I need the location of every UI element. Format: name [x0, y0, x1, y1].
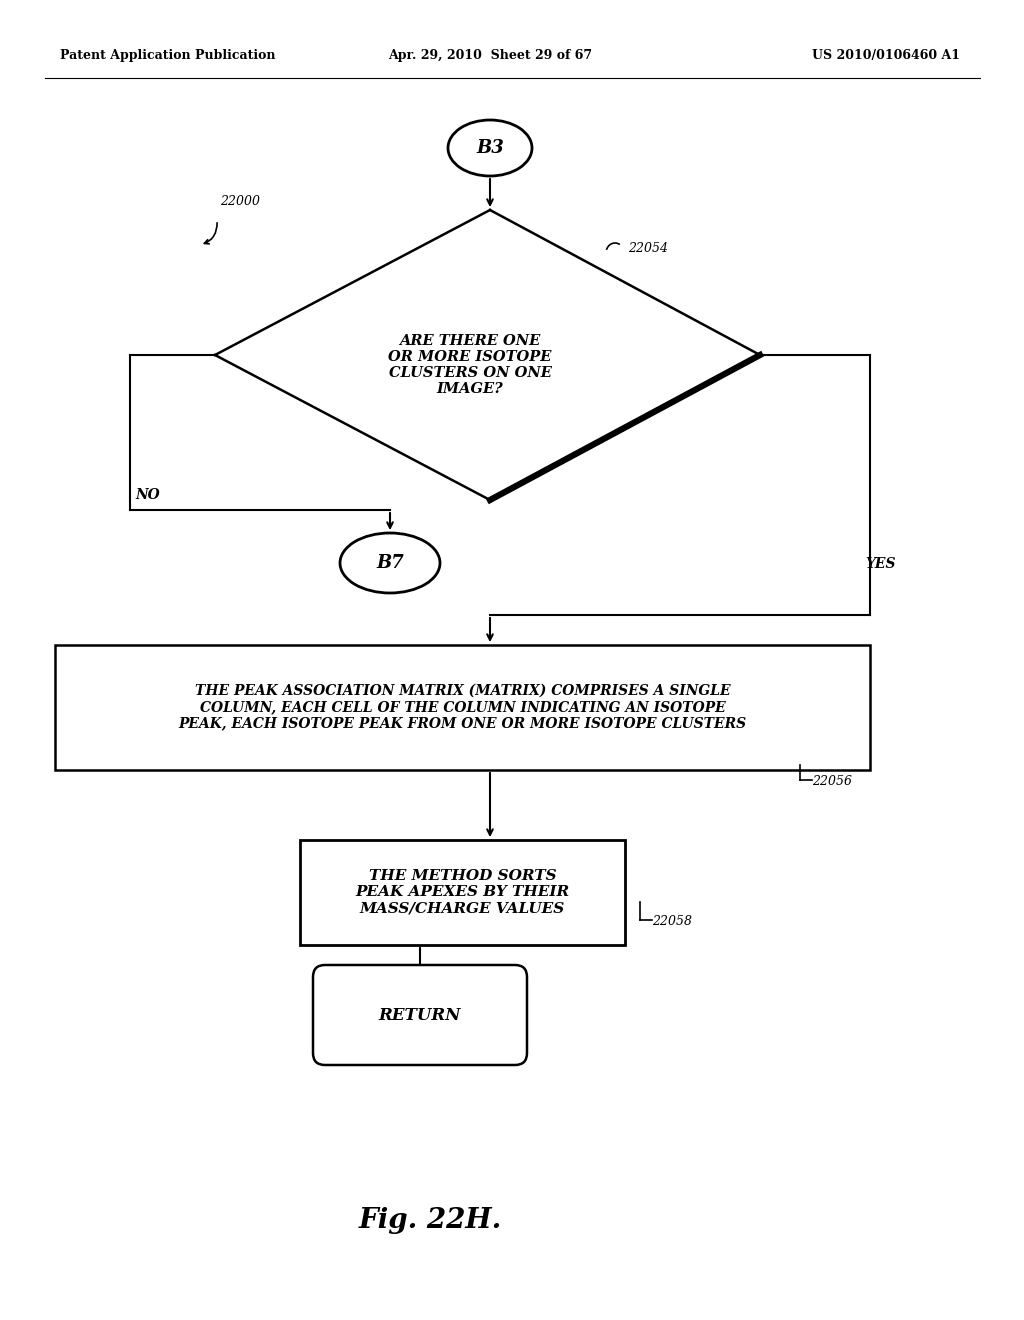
FancyBboxPatch shape	[313, 965, 527, 1065]
Text: NO: NO	[135, 488, 160, 502]
FancyBboxPatch shape	[300, 840, 625, 945]
Text: 22056: 22056	[812, 775, 852, 788]
Text: Fig. 22H.: Fig. 22H.	[358, 1206, 502, 1233]
Ellipse shape	[449, 120, 532, 176]
Text: 22054: 22054	[628, 242, 668, 255]
Text: RETURN: RETURN	[379, 1006, 461, 1023]
Text: YES: YES	[865, 557, 896, 572]
Text: THE METHOD SORTS
PEAK APEXES BY THEIR
MASS/CHARGE VALUES: THE METHOD SORTS PEAK APEXES BY THEIR MA…	[355, 869, 569, 915]
FancyBboxPatch shape	[55, 645, 870, 770]
Text: THE PEAK ASSOCIATION MATRIX (MATRIX) COMPRISES A SINGLE
COLUMN, EACH CELL OF THE: THE PEAK ASSOCIATION MATRIX (MATRIX) COM…	[178, 684, 746, 730]
Text: US 2010/0106460 A1: US 2010/0106460 A1	[812, 49, 961, 62]
FancyArrowPatch shape	[205, 223, 217, 244]
Text: B7: B7	[376, 554, 403, 572]
Text: 22058: 22058	[652, 915, 692, 928]
Text: Apr. 29, 2010  Sheet 29 of 67: Apr. 29, 2010 Sheet 29 of 67	[388, 49, 592, 62]
Text: B3: B3	[476, 139, 504, 157]
Text: ARE THERE ONE
OR MORE ISOTOPE
CLUSTERS ON ONE
IMAGE?: ARE THERE ONE OR MORE ISOTOPE CLUSTERS O…	[388, 334, 552, 396]
Ellipse shape	[340, 533, 440, 593]
Text: 22000: 22000	[220, 195, 260, 209]
Text: Patent Application Publication: Patent Application Publication	[60, 49, 275, 62]
